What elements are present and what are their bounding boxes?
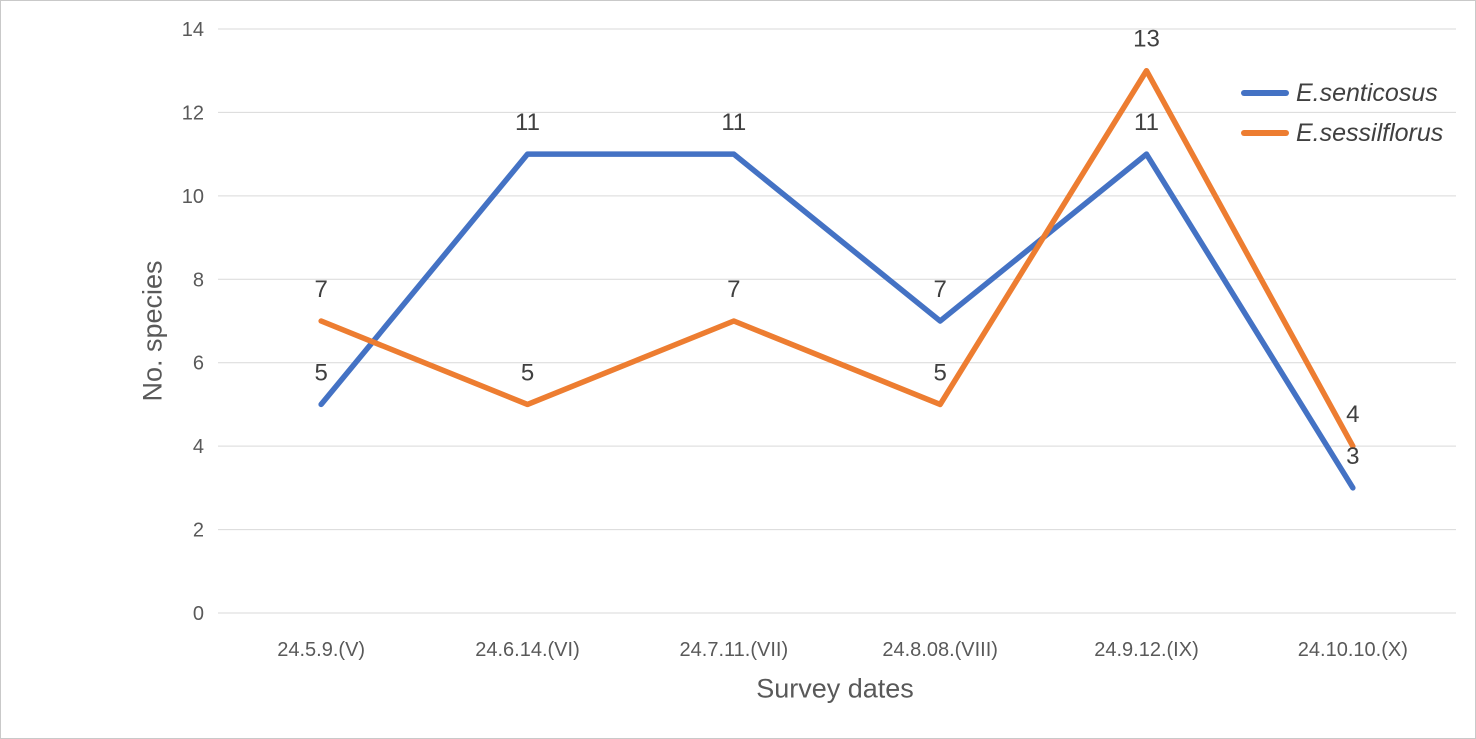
x-tick-label: 24.7.11.(VII) <box>680 639 789 661</box>
y-tick-label: 0 <box>193 603 204 625</box>
legend-label-sessilflorus: E.sessilflorus <box>1296 118 1444 147</box>
y-axis-title: No. species <box>137 260 168 402</box>
legend-item-sessilflorus: E.sessilflorus <box>1241 113 1443 153</box>
y-tick-label: 14 <box>182 19 204 41</box>
y-tick-label: 4 <box>193 436 204 458</box>
x-tick-label: 24.10.10.(X) <box>1298 639 1408 661</box>
data-label-E.sessilflorus: 7 <box>314 276 327 303</box>
senticosus-line-swatch <box>1241 90 1289 96</box>
data-label-E.sessilflorus: 5 <box>521 359 534 386</box>
y-tick-label: 6 <box>193 353 204 375</box>
y-tick-label: 8 <box>193 269 204 291</box>
data-label-E.senticosus: 5 <box>314 359 327 386</box>
data-label-E.sessilflorus: 7 <box>727 276 740 303</box>
series-line-E.senticosus <box>318 151 1356 491</box>
x-tick-label: 24.5.9.(V) <box>277 639 365 661</box>
y-tick-label: 2 <box>193 520 204 542</box>
y-tick-label: 10 <box>182 186 204 208</box>
x-axis-title: Survey dates <box>756 673 914 704</box>
data-label-E.sessilflorus: 4 <box>1346 401 1359 428</box>
data-label-E.senticosus: 11 <box>721 109 746 136</box>
x-tick-label: 24.6.14.(VI) <box>475 639 580 661</box>
sessilflorus-line-swatch <box>1241 130 1289 136</box>
x-tick-label: 24.9.12.(IX) <box>1094 639 1199 661</box>
data-label-E.senticosus: 11 <box>1134 109 1159 136</box>
data-label-E.senticosus: 11 <box>515 109 540 136</box>
legend: E.senticosus E.sessilflorus <box>1241 73 1443 153</box>
legend-label-senticosus: E.senticosus <box>1296 78 1438 107</box>
x-tick-label: 24.8.08.(VIII) <box>882 639 998 661</box>
legend-item-senticosus: E.senticosus <box>1241 73 1443 113</box>
data-label-E.senticosus: 7 <box>933 276 946 303</box>
data-label-E.sessilflorus: 5 <box>933 359 946 386</box>
y-tick-label: 12 <box>182 102 204 124</box>
series-line-E.sessilflorus <box>318 67 1356 449</box>
data-label-E.senticosus: 3 <box>1346 443 1359 470</box>
data-label-E.sessilflorus: 13 <box>1133 26 1160 53</box>
